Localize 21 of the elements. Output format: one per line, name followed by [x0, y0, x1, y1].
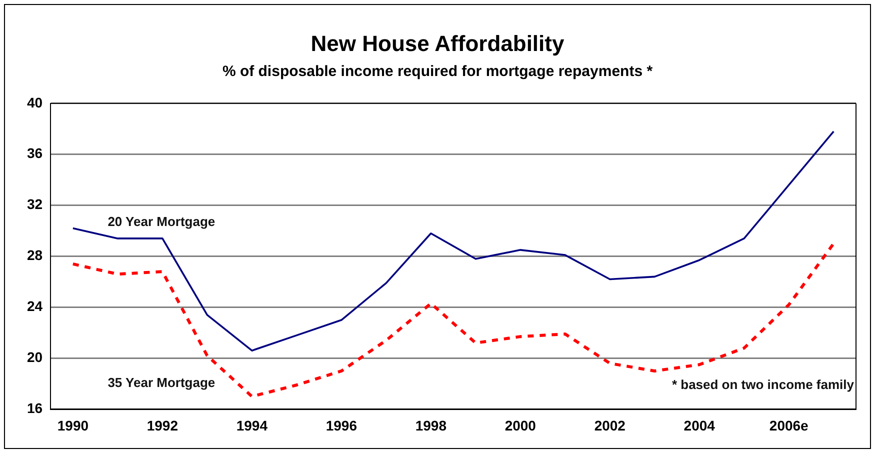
- x-tick-label: 1994: [236, 417, 268, 434]
- x-tick-label: 2004: [684, 417, 716, 434]
- x-tick-label: 2002: [594, 417, 626, 434]
- x-tick-label: 2000: [504, 417, 536, 434]
- x-tick-label: 2006e: [769, 417, 809, 434]
- y-tick-label: 20: [26, 349, 43, 366]
- annotation: * based on two income family: [672, 376, 855, 392]
- x-tick-label: 1990: [57, 417, 89, 434]
- series-label: 35 Year Mortgage: [108, 374, 216, 390]
- x-tick-label: 1992: [146, 417, 178, 434]
- y-tick-label: 16: [26, 400, 43, 416]
- y-tick-label: 32: [26, 196, 43, 212]
- y-tick-label: 24: [26, 298, 43, 314]
- x-tick-label: 1996: [326, 417, 358, 434]
- chart-title: New House Affordability: [310, 31, 566, 57]
- y-tick-label: 28: [26, 247, 43, 264]
- y-tick-label: 40: [26, 94, 43, 110]
- chart-subtitle: % of disposable income required for mortgage repayments *: [221, 63, 654, 80]
- y-tick-label: 36: [26, 145, 43, 162]
- x-tick-label: 1998: [415, 417, 447, 434]
- series-label: 20 Year Mortgage: [108, 214, 216, 230]
